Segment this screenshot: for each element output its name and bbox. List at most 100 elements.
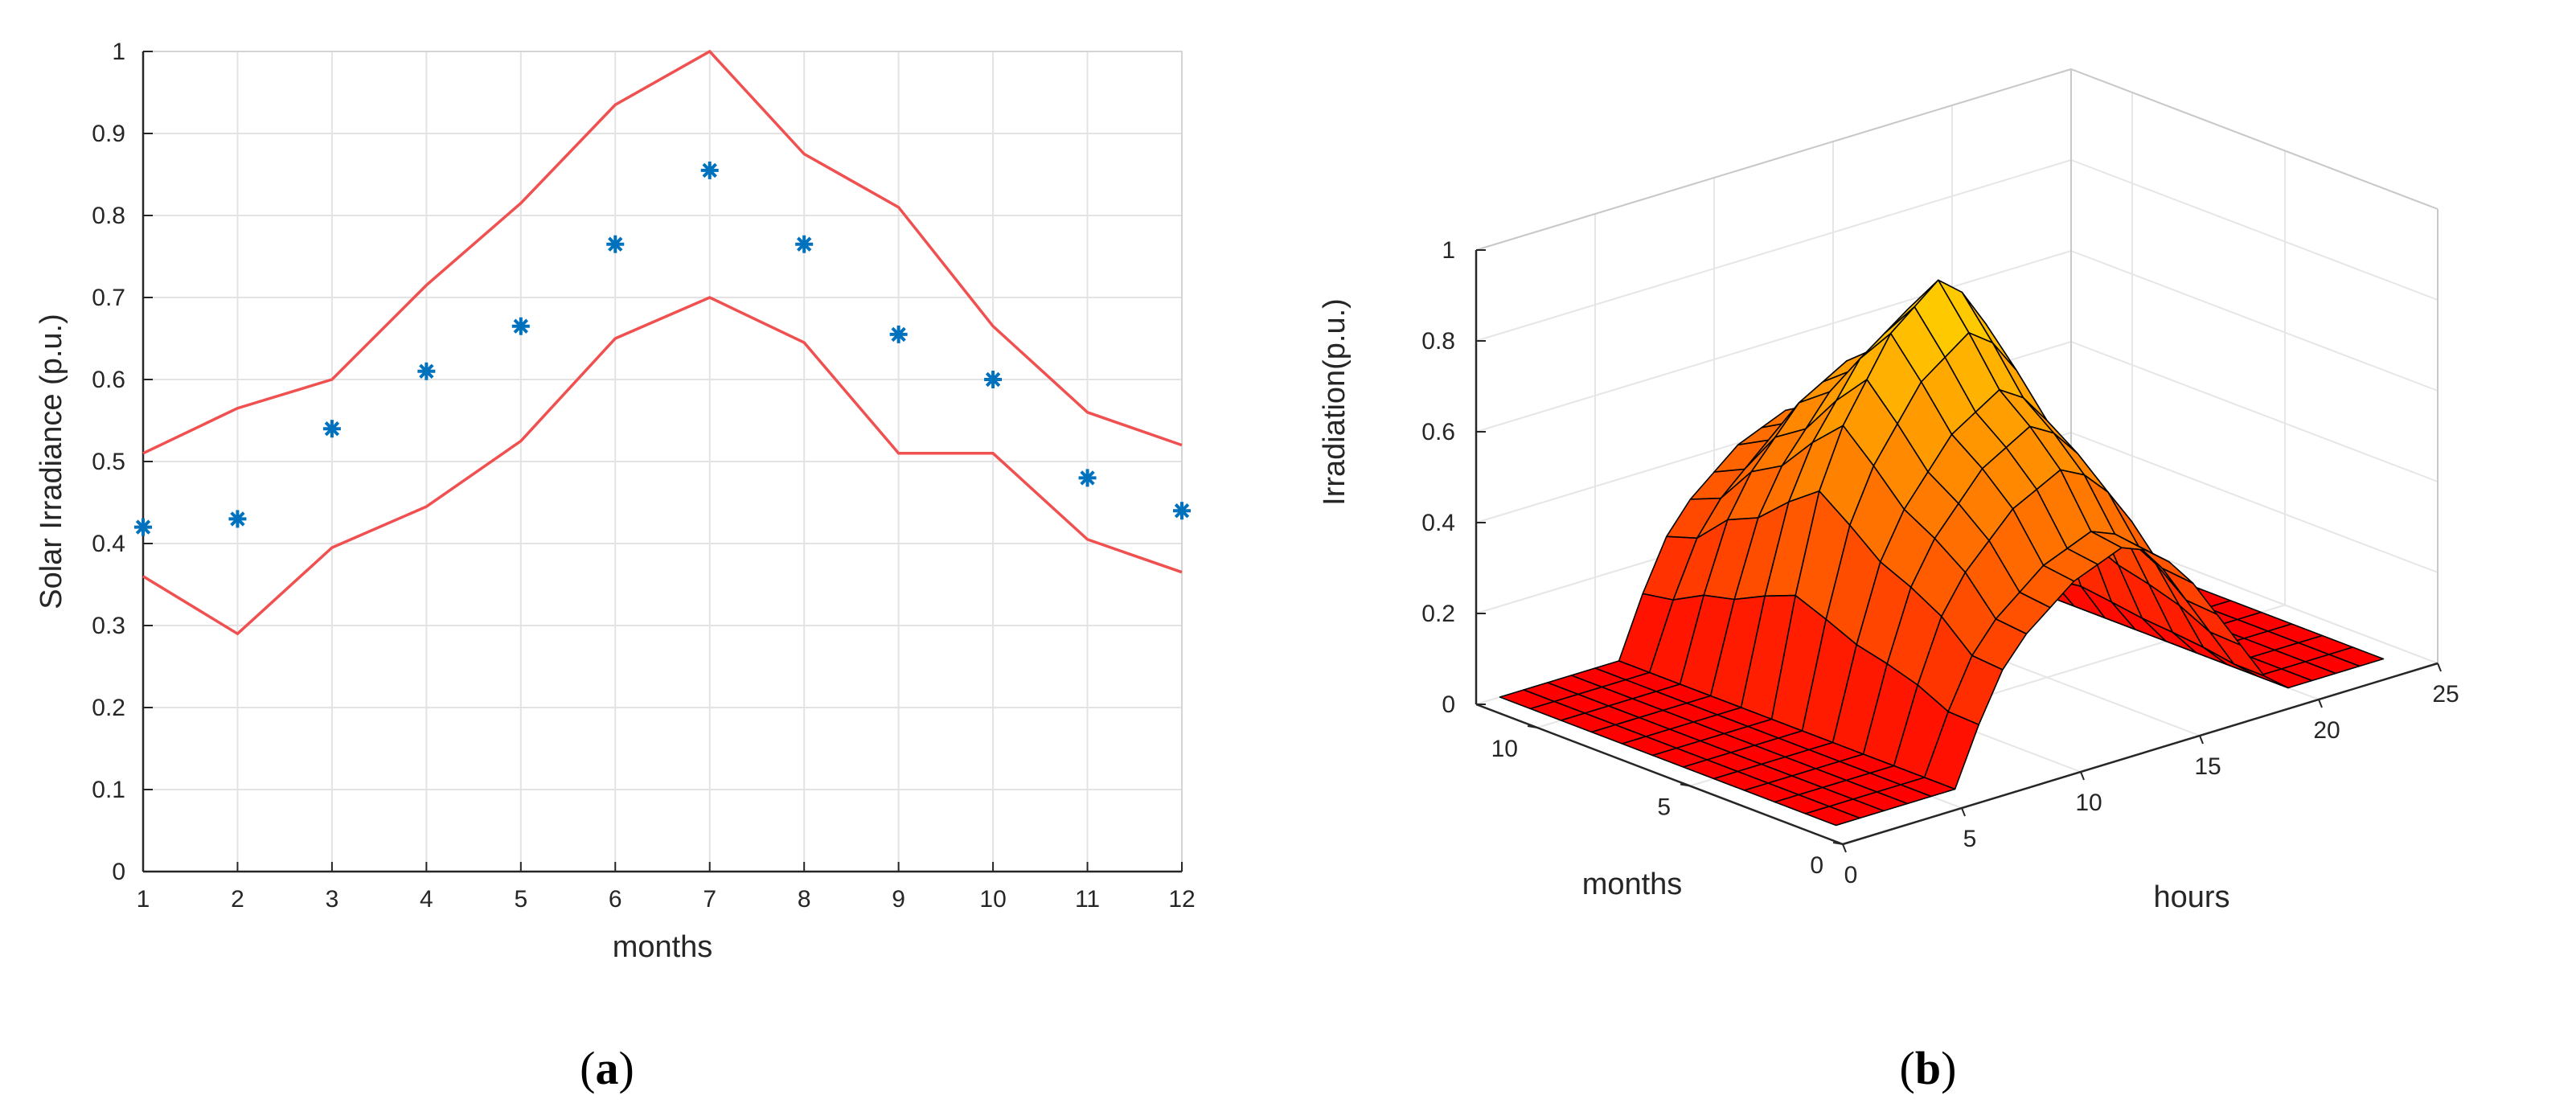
chart-a-y-tick-label: 0.2 — [92, 695, 125, 721]
chart-a-point-stroke — [230, 511, 245, 527]
chart-b-y-axis-label: months — [1582, 868, 1683, 901]
chart-a-point-stroke — [985, 371, 1001, 388]
chart-a-x-tick-label: 5 — [514, 886, 527, 913]
chart-b-y-tick-label: 5 — [1657, 794, 1671, 821]
chart-b-x-tick — [2318, 699, 2323, 708]
chart-b-x-axis — [1842, 662, 2439, 846]
chart-a-y-axis-label: Solar Irradiance (p.u.) — [35, 314, 68, 609]
chart-a-x-tick-label: 8 — [798, 886, 811, 913]
chart-b-y-tick-label: 0 — [1810, 852, 1823, 879]
chart-b-grid-line — [2070, 341, 2439, 482]
chart-a-x-tick-label: 11 — [1075, 886, 1100, 913]
chart-a-x-tick-labels: 1 2 3 4 5 6 7 8 9 10 11 12 — [137, 886, 1196, 913]
chart-b-surface-patch — [1804, 806, 1860, 827]
chart-a-point — [700, 161, 719, 179]
chart-b-z-tick-label: 0.6 — [1421, 419, 1455, 445]
chart-a-point — [134, 518, 152, 536]
chart-a-x-axis-label: months — [613, 930, 713, 964]
chart-a-y-tick-label: 0.6 — [92, 367, 125, 393]
chart-a-point-stroke — [513, 318, 529, 334]
chart-a-x-tick-label: 10 — [979, 886, 1006, 913]
chart-a-point — [322, 420, 341, 438]
chart-a-point — [1173, 502, 1191, 520]
chart-a-y-tick-label: 0.3 — [92, 613, 125, 639]
chart-b-z-tick-label: 0 — [1442, 691, 1455, 718]
chart-a-point-stroke — [1174, 503, 1190, 519]
chart-b-x-tick — [2080, 771, 2085, 781]
chart-b-x-tick — [2199, 735, 2204, 745]
chart-b-y-tick — [1680, 783, 1691, 787]
chart-b-x-tick — [1842, 843, 1847, 853]
chart-a-caption: (a) — [580, 1042, 634, 1094]
chart-a-point — [417, 362, 436, 380]
chart-a-y-tick-label: 0.1 — [92, 777, 125, 803]
chart-b-z-axis-label: Irradiation(p.u.) — [1318, 298, 1352, 506]
chart-b-x-tick-label: 5 — [1963, 826, 1977, 852]
chart-b-grid-line — [2070, 250, 2439, 392]
chart-a-axes — [142, 51, 1183, 873]
chart-a-y-tick-label: 0.4 — [92, 531, 125, 557]
chart-a-series — [134, 49, 1191, 636]
chart-a-point-stroke — [608, 236, 623, 252]
chart-a-point-stroke — [135, 519, 151, 535]
chart-a-line-upper — [142, 49, 1183, 455]
chart-b-z-tick-label: 0.8 — [1421, 328, 1455, 355]
chart-a-point — [889, 325, 908, 343]
chart-a-point — [795, 235, 814, 253]
chart-a-y-tick-label: 0.9 — [92, 121, 125, 147]
chart-a-x-tick-label: 12 — [1168, 886, 1195, 913]
chart-b-z-tick-label: 1 — [1442, 237, 1455, 264]
chart-b-box-edge — [1475, 68, 2072, 251]
chart-b-surface — [1499, 279, 2385, 827]
chart-a-point-stroke — [324, 421, 340, 437]
chart-a-point — [984, 371, 1003, 388]
chart-b-y-tick — [1527, 725, 1538, 728]
chart-b-x-tick-label: 20 — [2313, 717, 2340, 744]
chart-a-point — [1078, 469, 1097, 487]
chart-b-caption: (b) — [1900, 1042, 1957, 1094]
chart-b-grid-line — [1475, 250, 2072, 433]
chart-b-tick-labels: 0 5 10 15 20 25 0 5 10 0 0.2 0.4 0.6 0.8 1 — [1421, 237, 2459, 888]
chart-b-x-tick-label: 10 — [2075, 790, 2102, 816]
chart-a-x-tick-label: 4 — [420, 886, 433, 913]
chart-b-z-tick-label: 0.4 — [1421, 510, 1455, 536]
chart-a-point-stroke — [796, 236, 812, 252]
chart-a-grid — [142, 51, 1183, 872]
chart-b-z-tick-label: 0.2 — [1421, 601, 1455, 627]
chart-b-irradiation-surface: 0 5 10 15 20 25 0 5 10 0 0.2 0.4 0.6 0.8 1 hours month… — [1318, 68, 2459, 1094]
chart-b-grid-line — [1475, 159, 2072, 342]
chart-a-y-tick-label: 0.5 — [92, 449, 125, 475]
chart-b-x-tick-label: 25 — [2432, 681, 2459, 708]
chart-a-x-tick-label: 3 — [326, 886, 339, 913]
chart-a-point — [228, 510, 247, 528]
chart-a-y-tick-labels: 0 0.1 0.2 0.3 0.4 0.5 0.6 0.7 0.8 0.9 1 — [92, 39, 125, 885]
chart-b-x-tick-label: 15 — [2194, 753, 2221, 780]
chart-b-box-edge — [2070, 68, 2439, 210]
chart-a-point-stroke — [702, 162, 717, 178]
chart-a-y-tick-label: 1 — [112, 39, 125, 65]
chart-b-x-tick-label: 0 — [1844, 862, 1858, 888]
chart-a-point-stroke — [419, 363, 434, 379]
chart-b-y-tick-label: 10 — [1491, 736, 1518, 762]
chart-b-y-tick — [1832, 842, 1844, 845]
chart-b-x-tick — [2437, 663, 2442, 672]
chart-a-x-tick-label: 9 — [892, 886, 905, 913]
chart-a-point — [606, 235, 625, 253]
chart-a-x-tick-label: 7 — [703, 886, 716, 913]
chart-b-grid-line — [2070, 432, 2439, 573]
chart-a-point-stroke — [891, 326, 906, 343]
chart-a-x-tick-label: 2 — [231, 886, 244, 913]
chart-b-x-tick — [1961, 807, 1966, 817]
chart-a-y-tick-label: 0.8 — [92, 203, 125, 229]
chart-a-x-tick-label: 6 — [609, 886, 622, 913]
chart-b-grid-line — [2070, 159, 2439, 301]
chart-a-line-lower — [142, 296, 1183, 636]
chart-a-point — [511, 317, 530, 335]
chart-b-side-wall — [2071, 69, 2438, 663]
chart-a-x-tick-label: 1 — [137, 886, 150, 913]
chart-a-solar-irradiance-vs-months: 1 2 3 4 5 6 7 8 9 10 11 12 00.10.20.30.40.50.60.70.… — [35, 39, 1196, 1094]
chart-b-x-axis-label: hours — [2153, 880, 2229, 914]
chart-a-point-stroke — [1080, 470, 1095, 486]
chart-a-y-tick-label: 0 — [112, 859, 125, 885]
